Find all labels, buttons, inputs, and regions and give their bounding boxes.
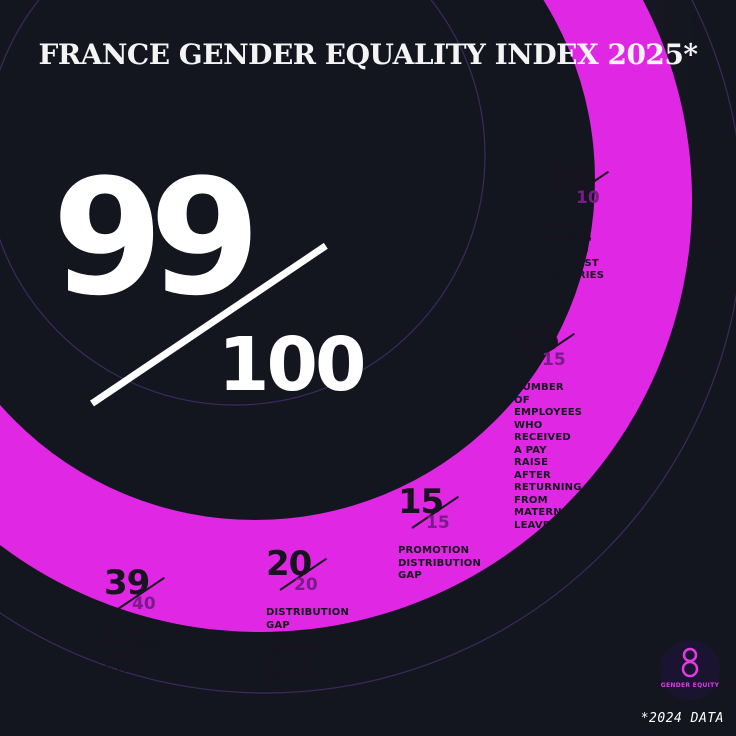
metric-label: NUMBER OF EMPLOYEES WHO RECEIVED A PAY R…	[514, 382, 583, 531]
total-score: 99	[52, 144, 261, 331]
metric-label: PARITY AMONG THE 10 HIGHEST SALARIES	[548, 220, 605, 281]
metric-score: 10	[548, 157, 594, 197]
metric-max: 40	[132, 594, 156, 614]
metric-score: 15	[514, 319, 560, 359]
footnote: *2024 DATA	[640, 711, 724, 726]
metric-max: 10	[576, 188, 600, 208]
metric-max: 20	[294, 575, 318, 595]
total-max: 100	[218, 322, 366, 408]
metric-label: PAY GAP BETWEEN WOMEN & MEN	[104, 626, 160, 675]
outer-thin-ring	[0, 0, 736, 694]
logo-text: GENDER EQUITY	[660, 682, 720, 689]
infinity-eight-icon	[681, 647, 699, 678]
page-title: FRANCE GENDER EQUALITY INDEX 2025*	[38, 38, 698, 71]
metric-max: 15	[542, 350, 566, 370]
metric-label: DISTRIBUTION GAP FOR INDIVIDUAL SALARY I…	[266, 607, 350, 681]
metric-score: 39	[104, 563, 150, 603]
metric-score: 20	[266, 544, 312, 584]
metric-label: PROMOTION DISTRIBUTION GAP	[398, 545, 482, 581]
gender-equity-logo: GENDER EQUITY	[660, 640, 720, 700]
inner-thin-ring	[0, 0, 486, 406]
metric-score: 15	[398, 482, 444, 522]
metric-max: 15	[426, 513, 450, 533]
